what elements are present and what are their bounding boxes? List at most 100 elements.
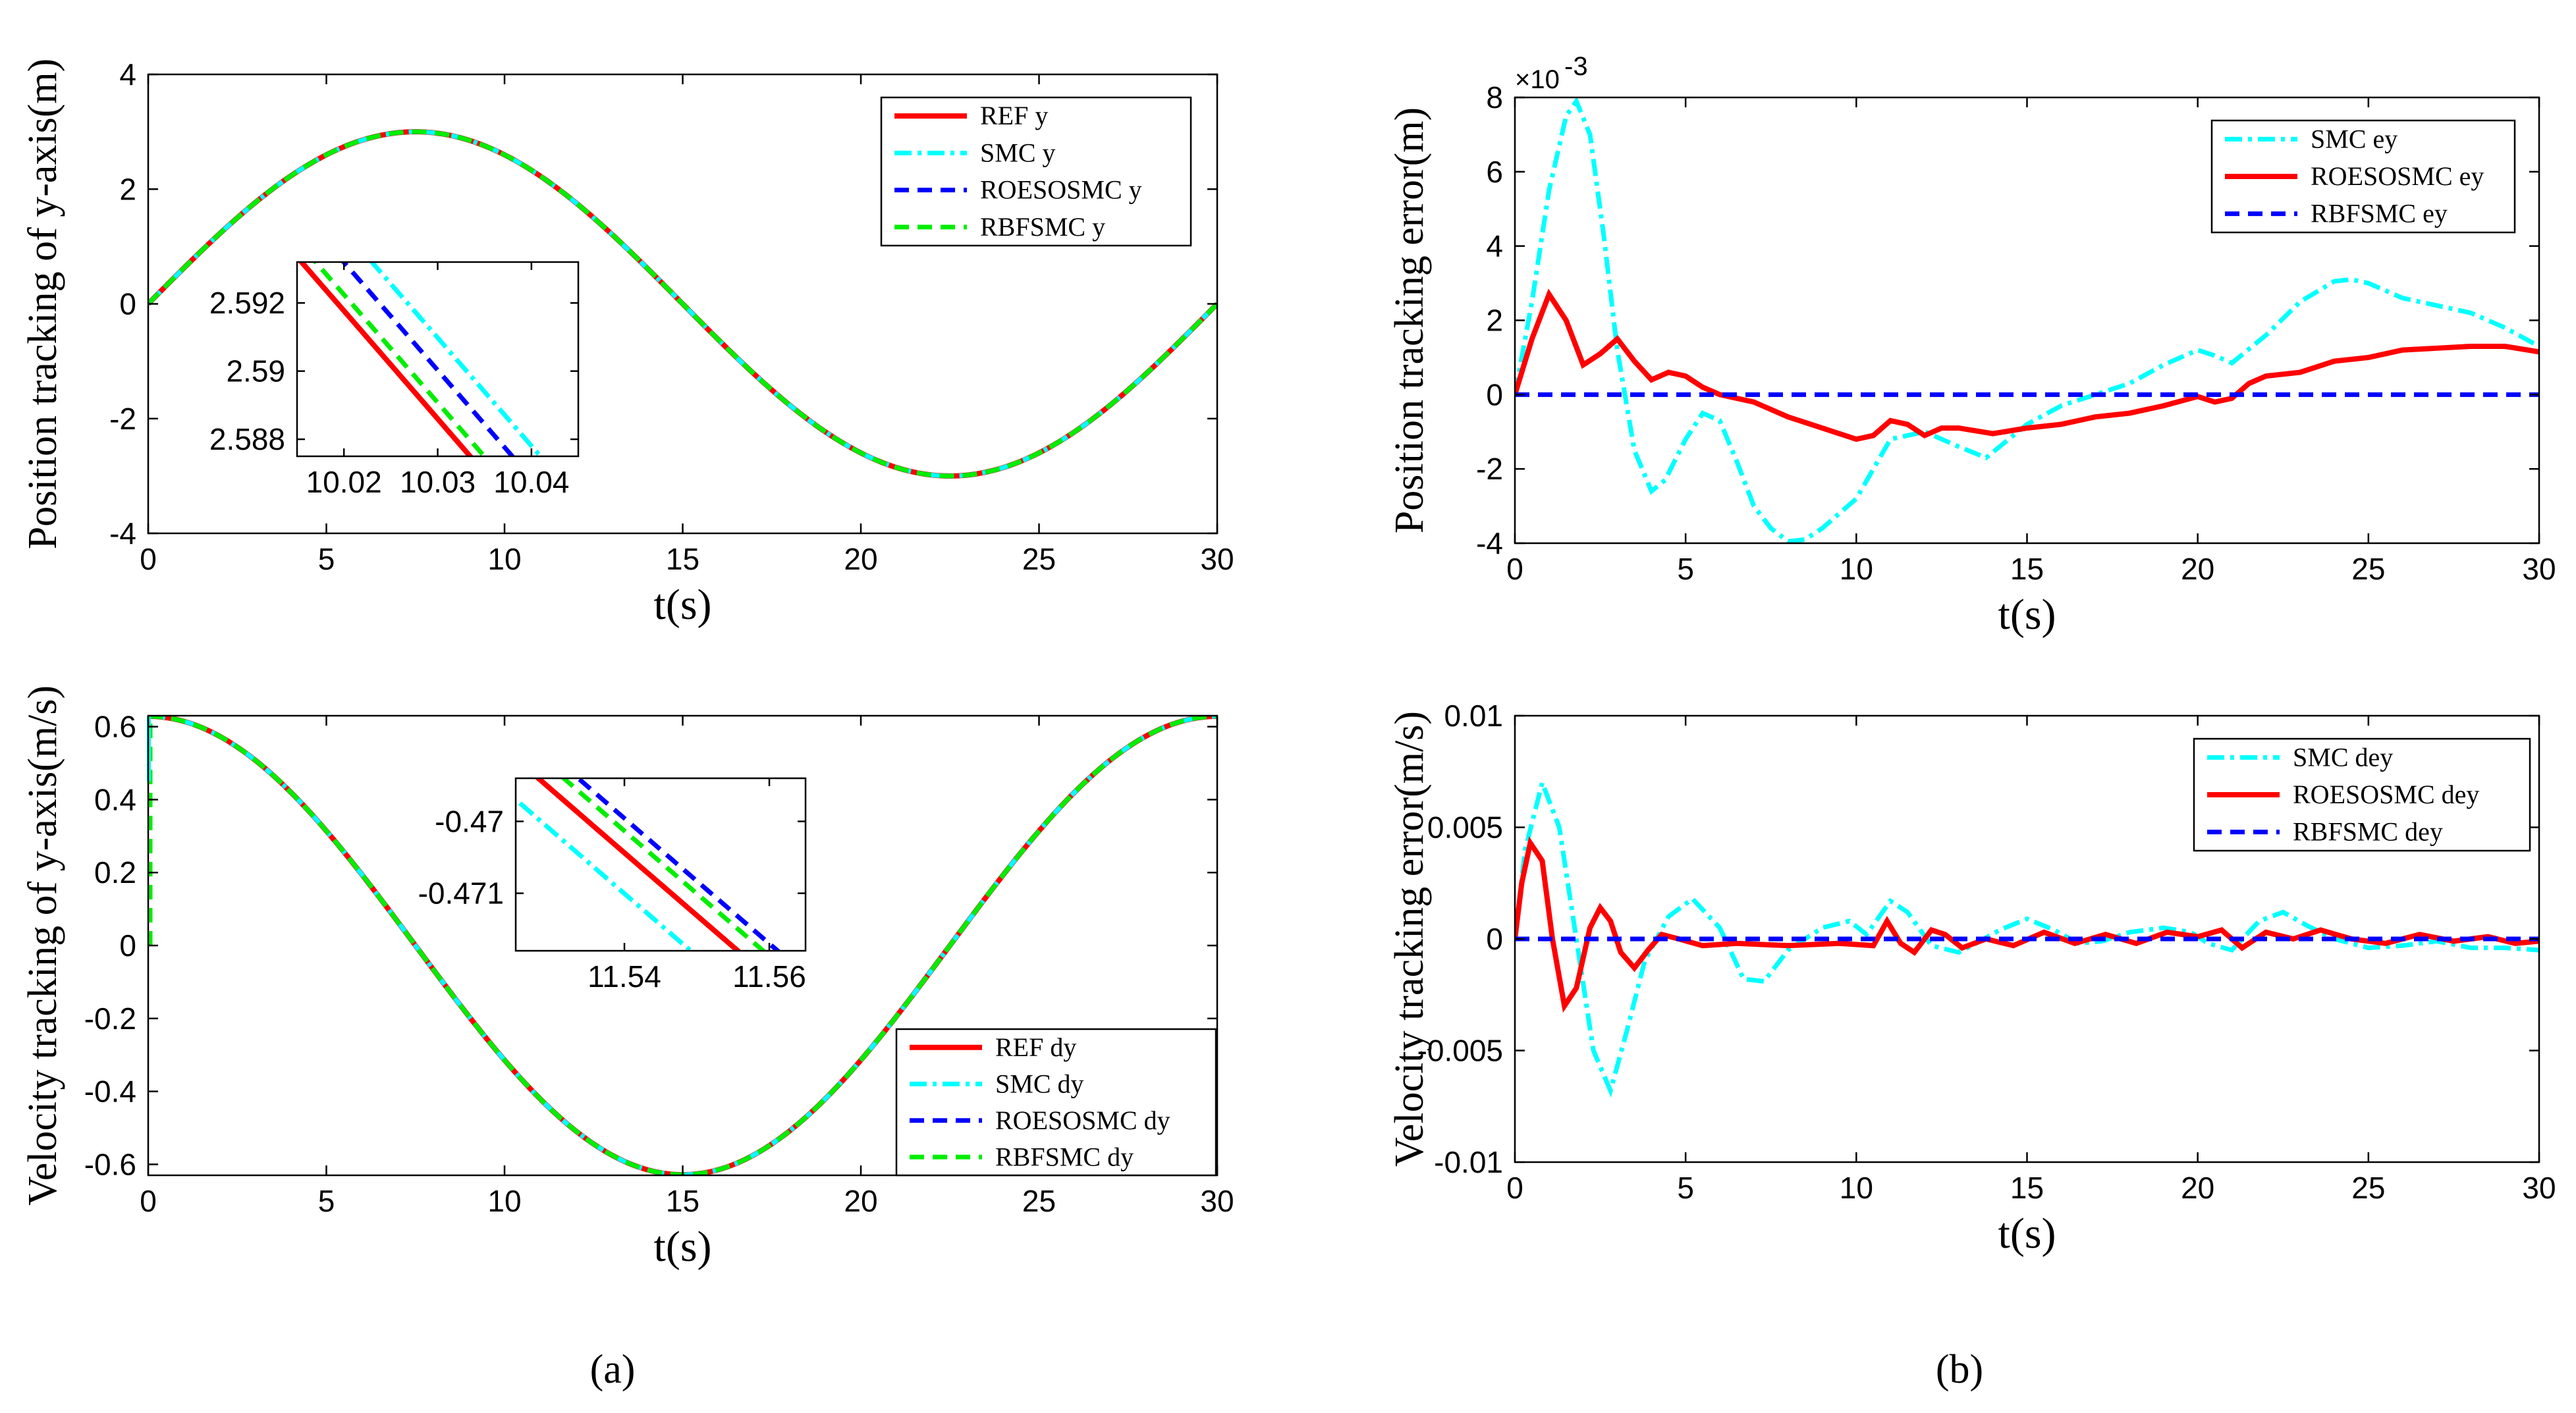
legend-entry: SMC y bbox=[980, 138, 1056, 167]
x-tick-label: 15 bbox=[2010, 552, 2044, 586]
x-tick-label: 10 bbox=[1840, 552, 1873, 586]
legend-entry: ROESOSMC dy bbox=[995, 1106, 1170, 1135]
legend-entry: RBFSMC dy bbox=[995, 1142, 1134, 1171]
inset-frame bbox=[514, 777, 807, 952]
legend-entry: RBFSMC y bbox=[980, 212, 1105, 242]
x-tick-label: 15 bbox=[666, 542, 699, 576]
legend-box bbox=[880, 96, 1192, 247]
y-tick-label: 0.2 bbox=[94, 855, 136, 890]
inset-background bbox=[516, 778, 806, 951]
x-tick-label: 15 bbox=[2010, 1171, 2044, 1205]
inset-x-tick-label: 11.54 bbox=[588, 959, 661, 994]
y-tick-label: -0.6 bbox=[84, 1147, 136, 1181]
y-axis-label: Position tracking of y-axis(m) bbox=[20, 59, 65, 550]
legend-entry: SMC dey bbox=[2293, 742, 2393, 772]
legend-entry: REF dy bbox=[995, 1032, 1076, 1062]
x-tick-label: 5 bbox=[318, 1184, 335, 1218]
y-tick-label: 0 bbox=[119, 287, 136, 321]
y-tick-label: 8 bbox=[1486, 80, 1503, 115]
panel-bottom-left: 0 5 10 15 20 25 30 -0.6 -0.4 -0.2 0 0.2 0.4 0.6 t(s) Ve… bbox=[20, 685, 1234, 1271]
x-tick-label: 15 bbox=[666, 1184, 699, 1218]
y-tick-label: 0.005 bbox=[1427, 811, 1503, 845]
inset-x-tick-label: 10.02 bbox=[306, 465, 382, 499]
x-tick-label: 20 bbox=[2181, 552, 2214, 586]
y-tick-label: 0.6 bbox=[94, 710, 136, 744]
x-tick-label: 20 bbox=[844, 1184, 877, 1218]
y-tick-label: 0 bbox=[1486, 377, 1503, 412]
x-tick-label: 30 bbox=[1200, 1184, 1234, 1218]
y-tick-label: -0.4 bbox=[84, 1075, 136, 1109]
legend-entry: ROESOSMC dey bbox=[2293, 780, 2479, 809]
x-tick-label: 5 bbox=[318, 542, 335, 576]
x-axis-label: t(s) bbox=[1998, 1210, 2056, 1258]
y-axis-exponent: -3 bbox=[1564, 52, 1588, 81]
panel-top-left: 0 5 10 15 20 25 30 -4 -2 0 2 4 t(s) Position tracking… bbox=[20, 57, 1234, 629]
inset-x-tick-label: 10.03 bbox=[400, 465, 476, 499]
x-tick-label: 25 bbox=[2351, 1171, 2385, 1205]
x-tick-label: 20 bbox=[2181, 1171, 2214, 1205]
x-tick-label: 10 bbox=[487, 542, 521, 576]
panel-bottom-right: 0 5 10 15 20 25 30 -0.01 -0.005 0 0.005 0.01 t(s) Vel… bbox=[1387, 699, 2556, 1258]
panel-top-right: 0 5 10 15 20 25 30 -4 -2 0 2 4 6 8 t(s) Position tracki… bbox=[1387, 52, 2556, 639]
x-tick-label: 0 bbox=[140, 1184, 157, 1218]
y-tick-label: 2 bbox=[119, 172, 136, 206]
y-axis-label: Velocity tracking error(m/s) bbox=[1387, 711, 1432, 1167]
x-tick-label: 25 bbox=[2351, 552, 2385, 586]
legend-entry: SMC ey bbox=[2311, 124, 2398, 153]
legend-entry: REF y bbox=[980, 101, 1048, 130]
y-tick-label: 2 bbox=[1486, 304, 1503, 338]
inset-y-tick-label: -0.471 bbox=[418, 876, 504, 911]
y-axis-label: Position tracking error(m) bbox=[1387, 107, 1432, 533]
legend-entry: ROESOSMC ey bbox=[2311, 161, 2484, 191]
y-tick-label: 6 bbox=[1486, 155, 1503, 189]
y-tick-label: 4 bbox=[119, 57, 136, 92]
x-tick-label: 25 bbox=[1022, 542, 1056, 576]
legend-entry: RBFSMC dey bbox=[2293, 817, 2443, 847]
x-tick-label: 0 bbox=[1506, 1171, 1523, 1205]
x-tick-label: 0 bbox=[140, 542, 157, 576]
y-tick-label: -2 bbox=[109, 402, 136, 436]
series-line-roesosmc-dey bbox=[1515, 836, 2539, 1013]
legend-entry: SMC dy bbox=[995, 1069, 1084, 1098]
inset-x-tick-label: 10.04 bbox=[493, 465, 569, 499]
series-line-rbfsmc-y bbox=[148, 129, 1217, 479]
x-tick-label: 20 bbox=[844, 542, 877, 576]
inset-y-tick-label: -0.47 bbox=[435, 805, 504, 839]
x-axis-label: t(s) bbox=[654, 1223, 712, 1271]
y-tick-label: -2 bbox=[1476, 452, 1503, 486]
x-axis-label: t(s) bbox=[1998, 591, 2056, 639]
x-axis-label: t(s) bbox=[654, 581, 712, 629]
legend-entry: RBFSMC ey bbox=[2311, 199, 2448, 228]
x-tick-label: 0 bbox=[1506, 552, 1523, 586]
x-tick-label: 30 bbox=[2522, 552, 2556, 586]
x-tick-label: 10 bbox=[487, 1184, 521, 1218]
y-tick-label: -4 bbox=[1476, 526, 1503, 560]
inset-series-line bbox=[560, 778, 767, 951]
inset-x-tick-label: 11.56 bbox=[732, 959, 806, 994]
y-tick-label: 0 bbox=[119, 928, 136, 963]
x-tick-label: 10 bbox=[1840, 1171, 1873, 1205]
inset-series-line bbox=[298, 262, 474, 456]
x-tick-label: 30 bbox=[2522, 1171, 2556, 1205]
x-tick-label: 5 bbox=[1677, 552, 1694, 586]
series-line-smc-dey bbox=[1515, 775, 2539, 1098]
y-tick-label: -0.2 bbox=[84, 1001, 136, 1036]
inset-series-line bbox=[368, 262, 544, 456]
inset-y-tick-label: 2.592 bbox=[209, 286, 285, 320]
y-tick-label: -0.005 bbox=[1417, 1034, 1503, 1068]
inset-y-tick-label: 2.588 bbox=[209, 422, 285, 456]
y-tick-label: -0.01 bbox=[1434, 1145, 1503, 1179]
series-line-roesosmc-ey bbox=[1515, 288, 2539, 442]
inset-y-tick-label: 2.59 bbox=[226, 354, 285, 388]
panel-label-a: (a) bbox=[590, 1347, 636, 1392]
x-tick-label: 25 bbox=[1022, 1184, 1056, 1218]
panel-label-b: (b) bbox=[1936, 1347, 1983, 1392]
y-tick-label: 0 bbox=[1486, 922, 1503, 956]
legend-entry: ROESOSMC y bbox=[980, 175, 1142, 205]
y-tick-label: 4 bbox=[1486, 229, 1503, 263]
y-tick-label: 0.4 bbox=[94, 782, 136, 816]
y-axis-multiplier: ×10 bbox=[1515, 65, 1560, 94]
legend-box bbox=[895, 1028, 1217, 1177]
y-tick-label: -4 bbox=[109, 516, 136, 550]
